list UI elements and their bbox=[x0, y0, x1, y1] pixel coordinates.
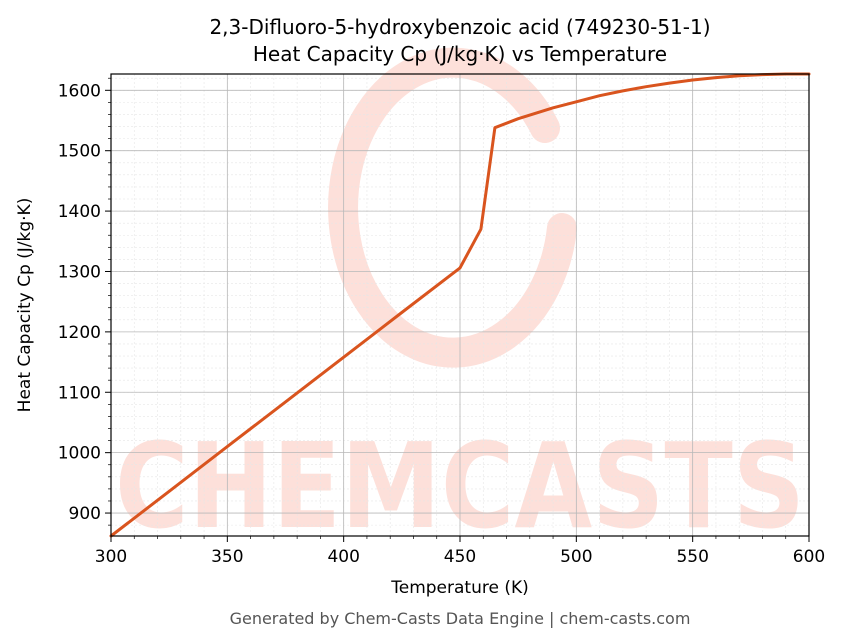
x-tick-label: 550 bbox=[676, 547, 708, 567]
x-tick-label: 600 bbox=[793, 547, 825, 567]
watermark-logo-arc bbox=[328, 47, 577, 368]
y-tick-label: 1000 bbox=[58, 444, 101, 464]
footer-credit: Generated by Chem-Casts Data Engine | ch… bbox=[230, 609, 691, 628]
x-tick-label: 400 bbox=[327, 547, 359, 567]
x-axis-ticks: 300 350 400 450 500 550 600 bbox=[95, 536, 825, 567]
y-tick-label: 1100 bbox=[58, 383, 101, 403]
y-tick-label: 900 bbox=[69, 504, 101, 524]
series-layer bbox=[109, 72, 811, 538]
y-axis-label: Heat Capacity Cp (J/kg·K) bbox=[15, 198, 35, 413]
chart-title: 2,3-Difluoro-5-hydroxybenzoic acid (7492… bbox=[209, 15, 710, 39]
y-axis-ticks: 900 1000 1100 1200 1300 1400 1500 1600 bbox=[58, 77, 111, 526]
x-tick-label: 350 bbox=[211, 547, 243, 567]
y-tick-label: 1500 bbox=[58, 142, 101, 162]
x-tick-label: 450 bbox=[444, 547, 476, 567]
y-tick-label: 1400 bbox=[58, 202, 101, 222]
y-tick-label: 1300 bbox=[58, 262, 101, 282]
x-tick-label: 500 bbox=[560, 547, 592, 567]
y-tick-label: 1600 bbox=[58, 81, 101, 101]
series-line-0 bbox=[109, 72, 811, 538]
y-tick-label: 1200 bbox=[58, 323, 101, 343]
chart-subtitle: Heat Capacity Cp (J/kg·K) vs Temperature bbox=[253, 42, 667, 66]
x-tick-label: 300 bbox=[95, 547, 127, 567]
x-axis-label: Temperature (K) bbox=[390, 578, 529, 598]
